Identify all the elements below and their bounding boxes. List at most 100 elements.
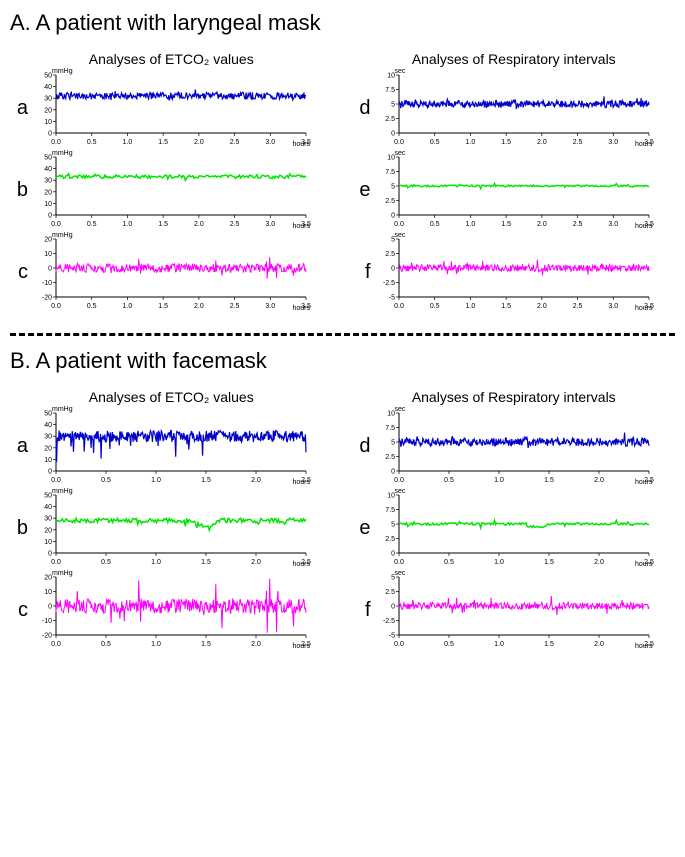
svg-text:1.5: 1.5 [158,221,168,228]
svg-text:0: 0 [391,551,395,558]
row-label: c [10,599,28,622]
row-label: b [10,179,28,202]
svg-text:0: 0 [391,604,395,611]
svg-text:1.5: 1.5 [544,559,554,566]
svg-text:1.0: 1.0 [151,477,161,484]
section-a-left-col: Analyses of ETCO₂ values ammHghours01020… [10,51,333,315]
svg-text:1.0: 1.0 [465,303,475,310]
svg-text:20: 20 [44,237,52,244]
svg-text:40: 40 [44,84,52,91]
svg-text:0.5: 0.5 [87,221,97,228]
svg-text:2.5: 2.5 [230,139,240,146]
chart-box: mmHghours010203040500.00.51.01.52.02.5 [32,489,312,567]
svg-text:7.5: 7.5 [385,87,395,94]
chart-row-b: bmmHghours010203040500.00.51.01.52.02.53… [10,151,333,229]
svg-text:1.0: 1.0 [494,559,504,566]
svg-text:50: 50 [44,493,52,500]
svg-text:0: 0 [48,469,52,476]
svg-text:3.0: 3.0 [608,303,618,310]
y-unit-label: mmHg [52,150,73,157]
row-label: e [353,179,371,202]
chart-box: mmHghours-20-10010200.00.51.01.52.02.53.… [32,233,312,311]
chart-svg: -5-2.502.550.00.51.01.52.02.5 [375,571,655,649]
chart-svg: 010203040500.00.51.01.52.02.5 [32,489,312,567]
svg-text:0.5: 0.5 [87,303,97,310]
section-a-left-title: Analyses of ETCO₂ values [10,51,333,67]
svg-text:1.0: 1.0 [123,303,133,310]
svg-text:0.5: 0.5 [101,477,111,484]
svg-text:50: 50 [44,155,52,162]
svg-text:40: 40 [44,422,52,429]
svg-text:3.0: 3.0 [608,221,618,228]
svg-text:10: 10 [44,119,52,126]
svg-text:2.0: 2.0 [594,559,604,566]
svg-text:2.0: 2.0 [251,559,261,566]
svg-text:1.5: 1.5 [201,559,211,566]
x-unit-label: hours [292,479,310,486]
svg-text:0.5: 0.5 [429,139,439,146]
chart-row-f: fsechours-5-2.502.550.00.51.01.52.02.53.… [353,233,676,311]
chart-row-d: dsechours02.557.5100.00.51.01.52.02.5 [353,407,676,485]
svg-text:0: 0 [391,266,395,273]
trace [56,431,306,462]
svg-text:2.0: 2.0 [194,139,204,146]
trace [56,90,306,100]
svg-text:2.5: 2.5 [385,251,395,258]
svg-text:1.5: 1.5 [501,303,511,310]
svg-text:1.5: 1.5 [544,641,554,648]
svg-text:0: 0 [48,131,52,138]
svg-text:0.0: 0.0 [51,559,61,566]
section-b-right-col: Analyses of Respiratory intervals dsecho… [353,389,676,653]
row-label: a [10,435,28,458]
svg-text:2.0: 2.0 [594,477,604,484]
svg-text:1.5: 1.5 [501,221,511,228]
chart-box: sechours02.557.5100.00.51.01.52.02.5 [375,407,655,485]
y-unit-label: mmHg [52,570,73,577]
chart-svg: 02.557.5100.00.51.01.52.02.53.03.5 [375,69,655,147]
svg-text:1.5: 1.5 [201,641,211,648]
svg-text:3.0: 3.0 [608,139,618,146]
y-unit-label: mmHg [52,406,73,413]
section-b-left-title: Analyses of ETCO₂ values [10,389,333,405]
x-unit-label: hours [635,305,653,312]
section-a: A. A patient with laryngeal mask Analyse… [10,10,675,315]
svg-text:2.0: 2.0 [536,303,546,310]
svg-text:2.0: 2.0 [251,641,261,648]
svg-text:2.0: 2.0 [536,139,546,146]
chart-svg: -20-10010200.00.51.01.52.02.5 [32,571,312,649]
trace [56,579,306,633]
chart-row-e: esechours02.557.5100.00.51.01.52.02.53.0… [353,151,676,229]
chart-row-a: ammHghours010203040500.00.51.01.52.02.5 [10,407,333,485]
svg-text:-20: -20 [42,633,52,640]
svg-text:0.5: 0.5 [444,477,454,484]
svg-text:0: 0 [391,213,395,220]
chart-row-d: dsechours02.557.5100.00.51.01.52.02.53.0… [353,69,676,147]
trace [399,433,649,448]
svg-text:1.0: 1.0 [465,139,475,146]
chart-svg: -20-10010200.00.51.01.52.02.53.03.5 [32,233,312,311]
svg-text:7.5: 7.5 [385,507,395,514]
chart-row-e: esechours02.557.5100.00.51.01.52.02.5 [353,489,676,567]
svg-text:30: 30 [44,434,52,441]
svg-text:1.0: 1.0 [494,477,504,484]
trace [399,260,649,276]
svg-text:1.0: 1.0 [151,559,161,566]
svg-text:20: 20 [44,189,52,196]
row-label: f [353,599,371,622]
svg-text:0.0: 0.0 [394,477,404,484]
x-unit-label: hours [635,479,653,486]
svg-text:30: 30 [44,516,52,523]
chart-box: sechours-5-2.502.550.00.51.01.52.02.5 [375,571,655,649]
y-unit-label: mmHg [52,68,73,75]
y-unit-label: sec [395,68,406,75]
chart-box: sechours02.557.5100.00.51.01.52.02.5 [375,489,655,567]
svg-text:5: 5 [391,102,395,109]
x-unit-label: hours [635,561,653,568]
svg-text:10: 10 [44,457,52,464]
svg-text:0.0: 0.0 [394,221,404,228]
svg-text:0.5: 0.5 [429,221,439,228]
y-unit-label: mmHg [52,232,73,239]
svg-text:2.0: 2.0 [594,641,604,648]
svg-text:-10: -10 [42,280,52,287]
chart-row-a: ammHghours010203040500.00.51.01.52.02.53… [10,69,333,147]
